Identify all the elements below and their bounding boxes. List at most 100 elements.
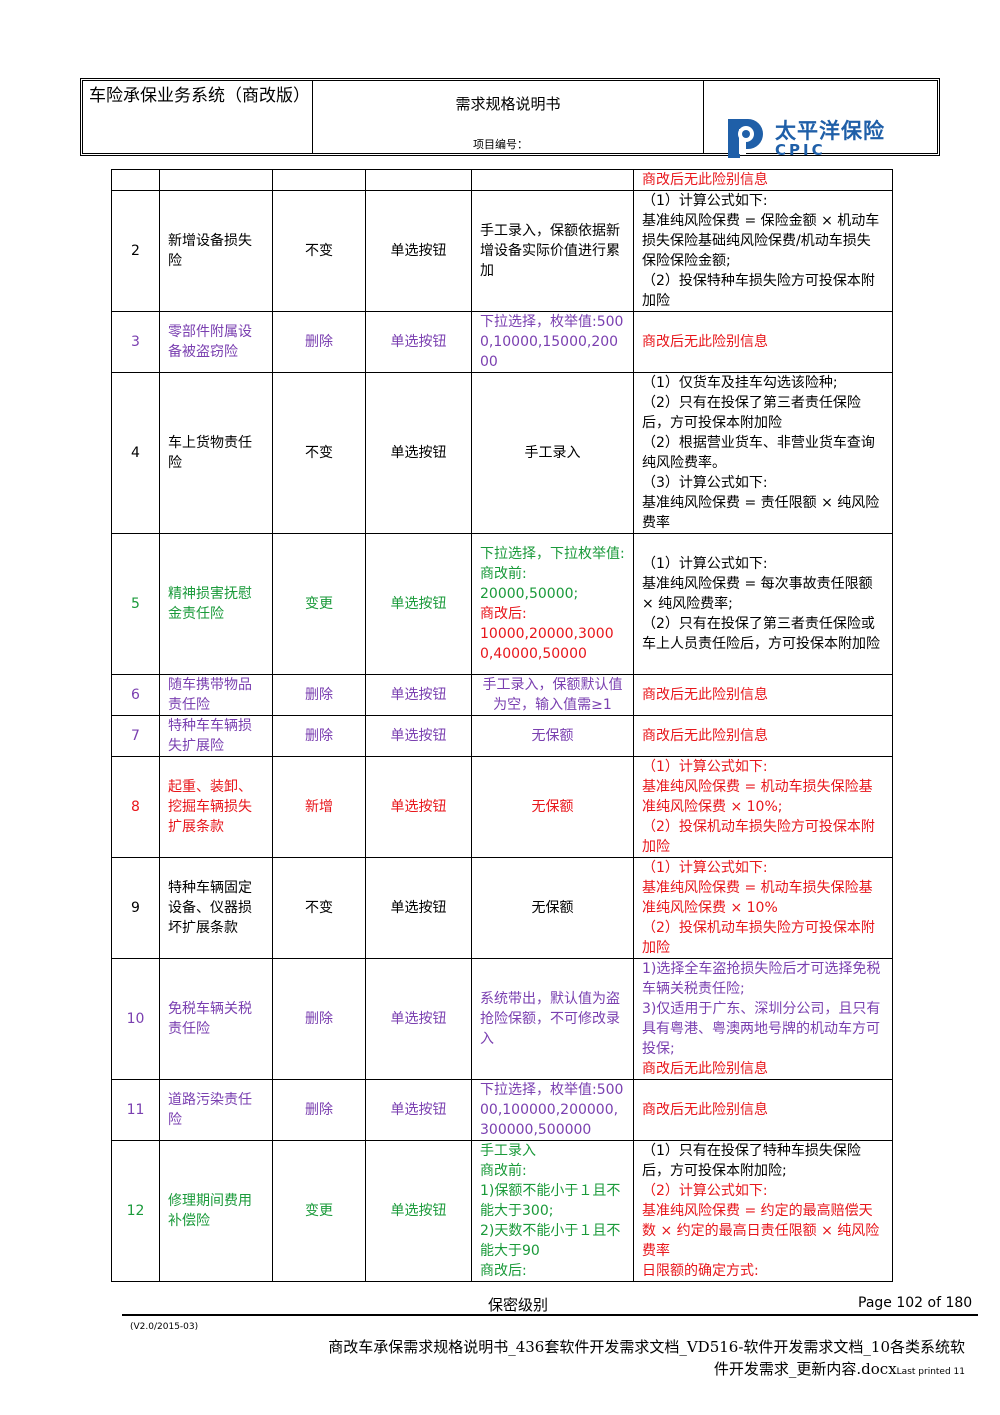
rule-text: （1）计算公式如下: 基准纯风险保费 = 保险金额 × 机动车损失保险基础纯风险保…: [633, 190, 893, 312]
change-type: 删除: [272, 674, 366, 716]
amount-value: 下拉选择，下拉枚举值: 商改前: 20000,50000; 商改后: 10000,200…: [471, 533, 634, 675]
rule-text-line: 商改后无此险别信息: [642, 1061, 768, 1077]
page-number: Page 102 of 180: [858, 1295, 973, 1311]
coverage-name: 零部件附属设备被盗窃险: [159, 311, 273, 373]
coverage-name: 免税车辆关税责任险: [159, 958, 273, 1080]
row-number: 9: [111, 857, 160, 959]
rule-text-line: 基准纯风险保费 = 每次事故责任限额 × 纯风险费率;: [642, 576, 873, 612]
logo-text: 太平洋保险: [775, 119, 885, 143]
control-type: 单选按钮: [365, 190, 472, 312]
amount-value-line: 商改前:: [480, 1163, 527, 1179]
row-number: 3: [111, 311, 160, 373]
amount-value-line: 手工录入: [524, 445, 581, 461]
amount-value-line: 无保额: [531, 799, 574, 815]
rule-text: （1）计算公式如下: 基准纯风险保费 = 每次事故责任限额 × 纯风险费率; （2）…: [633, 533, 893, 675]
control-type: 单选按钮: [365, 756, 472, 858]
control-type: 单选按钮: [365, 533, 472, 675]
control-type: 单选按钮: [365, 1140, 472, 1282]
coverage-name: 特种车车辆损失扩展险: [159, 715, 273, 757]
rule-text: 商改后无此险别信息: [633, 311, 893, 373]
change-type: 删除: [272, 715, 366, 757]
rule-text-line: （1）计算公式如下:: [642, 556, 768, 572]
rule-text-line: 商改后无此险别信息: [642, 172, 768, 188]
rule-text-line: （1）计算公式如下:: [642, 759, 768, 775]
control-type: 单选按钮: [365, 674, 472, 716]
table-row: 商改后无此险别信息: [111, 169, 893, 191]
coverage-name: 新增设备损失险: [159, 190, 273, 312]
rule-text: 商改后无此险别信息: [633, 674, 893, 716]
rule-text-line: 基准纯风险保费 = 机动车损失保险基准纯风险保费 × 10%: [642, 880, 873, 916]
rule-text: 商改后无此险别信息: [633, 715, 893, 757]
table-row: 10 免税车辆关税责任险 删除 单选按钮 系统带出，默认值为盗抢险保额，不可修改录入 1)…: [111, 958, 893, 1080]
amount-value-line: 1)保额不能小于１且不能大于300;: [480, 1183, 621, 1219]
change-type: 变更: [272, 533, 366, 675]
rule-text-line: （2）根据营业货车、非营业货车查询纯风险费率。: [642, 435, 875, 471]
coverage-name: 车上货物责任险: [159, 372, 273, 534]
amount-value-line: 手工录入，保额默认值为空，输入值需≥1: [482, 677, 623, 713]
footer-rule: [122, 1314, 978, 1316]
table-row: 6 随车携带物品责任险 删除 单选按钮 手工录入，保额默认值为空，输入值需≥1 商改后无此…: [111, 674, 893, 716]
row-number: 11: [111, 1079, 160, 1141]
row-number: 6: [111, 674, 160, 716]
amount-value-line: 无保额: [531, 900, 574, 916]
rule-text: （1）计算公式如下: 基准纯风险保费 = 机动车损失保险基准纯风险保费 × 10%…: [633, 756, 893, 858]
file-name-text: 商改车承保需求规格说明书_436套软件开发需求文档_VD516-软件开发需求文档…: [328, 1338, 965, 1378]
coverage-name: 随车携带物品责任险: [159, 674, 273, 716]
amount-value: 下拉选择，枚举值:50000,100000,200000,300000,5000…: [471, 1079, 634, 1141]
rule-text-line: （1）仅货车及挂车勾选该险种;: [642, 375, 838, 391]
table-row: 7 特种车车辆损失扩展险 删除 单选按钮 无保额 商改后无此险别信息: [111, 715, 893, 757]
amount-value-line: 商改前:: [480, 566, 527, 582]
rule-text: 商改后无此险别信息: [633, 1079, 893, 1141]
version-label: (V2.0/2015-03): [130, 1322, 199, 1332]
coverage-name: 特种车辆固定设备、仪器损坏扩展条款: [159, 857, 273, 959]
rule-text-line: 基准纯风险保费 = 保险金额 × 机动车损失保险基础纯风险保费/机动车损失保险保…: [642, 213, 880, 269]
rule-text: （1）计算公式如下: 基准纯风险保费 = 机动车损失保险基准纯风险保费 × 10%…: [633, 857, 893, 959]
rule-text-line: （2）只有在投保了第三者责任保险或车上人员责任险后，方可投保本附加险: [642, 616, 880, 652]
rule-text-line: 基准纯风险保费 = 责任限额 × 纯风险费率: [642, 495, 880, 531]
amount-value-line: 下拉选择，下拉枚举值:: [480, 546, 625, 562]
rule-text-line: 1)选择全车盗抢损失险后才可选择免税车辆关税责任险;: [642, 961, 881, 997]
system-name: 车险承保业务系统（商改版）: [83, 81, 313, 153]
amount-value: 无保额: [471, 857, 634, 959]
table-row: 3 零部件附属设备被盗窃险 删除 单选按钮 下拉选择，枚举值:5000,10000,15…: [111, 311, 893, 373]
table-row: 12 修理期间费用补偿险 变更 单选按钮 手工录入 商改前: 1)保额不能小于１且不能大于3…: [111, 1140, 893, 1282]
control-type: [365, 169, 472, 191]
row-number: 8: [111, 756, 160, 858]
security-level: 保密级别: [488, 1296, 549, 1314]
amount-value-line: 手工录入，保额依据新增设备实际价值进行累加: [480, 223, 620, 279]
rule-text-line: 3)仅适用于广东、深圳分公司，且只有具有粤港、粤澳两地号牌的机动车方可投保;: [642, 1001, 881, 1057]
change-type: 删除: [272, 311, 366, 373]
amount-value-line: 20000,50000;: [480, 586, 579, 602]
table-row: 8 起重、装卸、挖掘车辆损失扩展条款 新增 单选按钮 无保额 （1）计算公式如下: 基准纯风…: [111, 756, 893, 858]
control-type: 单选按钮: [365, 715, 472, 757]
rule-text-line: （2）投保特种车损失险方可投保本附加险: [642, 273, 875, 309]
row-number: [111, 169, 160, 191]
rule-text: （1）只有在投保了特种车损失保险后，方可投保本附加险; （2）计算公式如下: 基准纯…: [633, 1140, 893, 1282]
rule-text-line: （1）计算公式如下:: [642, 193, 768, 209]
change-type: 不变: [272, 372, 366, 534]
amount-value-line: 手工录入: [480, 1143, 536, 1159]
rule-text-line: 基准纯风险保费 = 约定的最高赔偿天数 × 约定的最高日责任限额 × 纯风险费率: [642, 1203, 880, 1259]
control-type: 单选按钮: [365, 372, 472, 534]
coverage-table: 商改后无此险别信息 2 新增设备损失险 不变 单选按钮 手工录入，保额依据新增设备实际价值…: [111, 169, 893, 1282]
amount-value: 手工录入 商改前: 1)保额不能小于１且不能大于300; 2)天数不能小于１且不能大于…: [471, 1140, 634, 1282]
amount-value-line: 系统带出，默认值为盗抢险保额，不可修改录入: [480, 991, 620, 1047]
coverage-name: [159, 169, 273, 191]
rule-text: 1)选择全车盗抢损失险后才可选择免税车辆关税责任险; 3)仅适用于广东、深圳分公司…: [633, 958, 893, 1080]
row-number: 4: [111, 372, 160, 534]
amount-value-line: 下拉选择，枚举值:5000,10000,15000,20000: [480, 314, 624, 370]
table-row: 11 道路污染责任险 删除 单选按钮 下拉选择，枚举值:50000,100000,200…: [111, 1079, 893, 1141]
row-number: 7: [111, 715, 160, 757]
logo-sub: CPIC: [775, 141, 826, 159]
amount-value: 下拉选择，枚举值:5000,10000,15000,20000: [471, 311, 634, 373]
control-type: 单选按钮: [365, 857, 472, 959]
rule-text-line: （2）投保机动车损失险方可投保本附加险: [642, 819, 875, 855]
coverage-name: 修理期间费用补偿险: [159, 1140, 273, 1282]
coverage-name: 起重、装卸、挖掘车辆损失扩展条款: [159, 756, 273, 858]
rule-text-line: （2）投保机动车损失险方可投保本附加险: [642, 920, 875, 956]
coverage-name: 道路污染责任险: [159, 1079, 273, 1141]
control-type: 单选按钮: [365, 311, 472, 373]
amount-value: 手工录入: [471, 372, 634, 534]
rule-text-line: 基准纯风险保费 = 机动车损失保险基准纯风险保费 × 10%;: [642, 779, 873, 815]
table-row: 4 车上货物责任险 不变 单选按钮 手工录入 （1）仅货车及挂车勾选该险种; （2）只有在投…: [111, 372, 893, 534]
